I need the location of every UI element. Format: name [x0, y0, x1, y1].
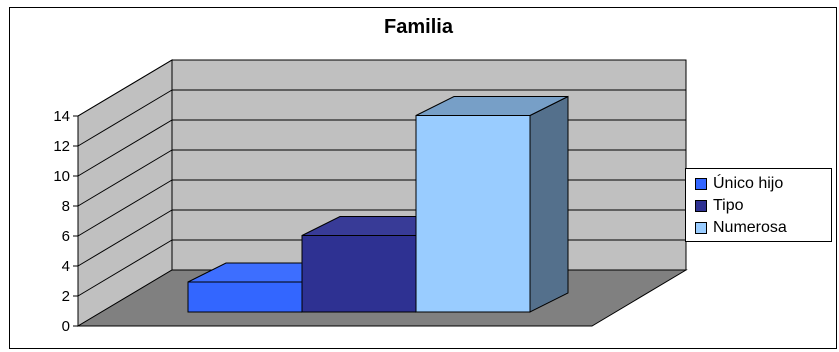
bar-side [529, 95, 569, 313]
gridline-side [77, 209, 173, 267]
legend-label-numerosa: Numerosa [713, 219, 787, 236]
bar-front [301, 235, 417, 313]
gridline-side [77, 179, 173, 237]
y-tick-label: 0 [62, 318, 70, 335]
bar-front [415, 115, 531, 313]
gridline-side [77, 149, 173, 207]
y-tick-label: 4 [62, 258, 70, 275]
bar-numerosa [415, 95, 569, 313]
legend-label-unico-hijo: Único hijo [713, 175, 784, 192]
legend-swatch-tipo [695, 200, 707, 212]
gridline-side [77, 119, 173, 177]
y-axis-ticks: 0 2 4 6 8 10 12 14 [53, 108, 78, 335]
bars [187, 95, 569, 313]
legend-item-unico-hijo: Único hijo [695, 174, 783, 194]
legend-swatch-unico-hijo [695, 178, 707, 190]
legend-label-tipo: Tipo [713, 197, 744, 214]
y-tick-label: 2 [62, 288, 70, 305]
gridline-side [77, 59, 173, 117]
gridline-side [77, 89, 173, 147]
y-tick-label: 10 [53, 168, 70, 185]
legend-swatch-numerosa [695, 222, 707, 234]
chart-title: Familia [384, 16, 453, 38]
y-tick-label: 6 [62, 228, 70, 245]
legend: Único hijo Tipo Numerosa [685, 168, 832, 242]
bar-front [187, 281, 303, 313]
legend-item-numerosa: Numerosa [695, 218, 787, 238]
y-tick-label: 12 [53, 138, 70, 155]
legend-item-tipo: Tipo [695, 196, 744, 216]
gridline-side [77, 239, 173, 297]
y-tick-label: 8 [62, 198, 70, 215]
y-tick-label: 14 [53, 108, 70, 125]
